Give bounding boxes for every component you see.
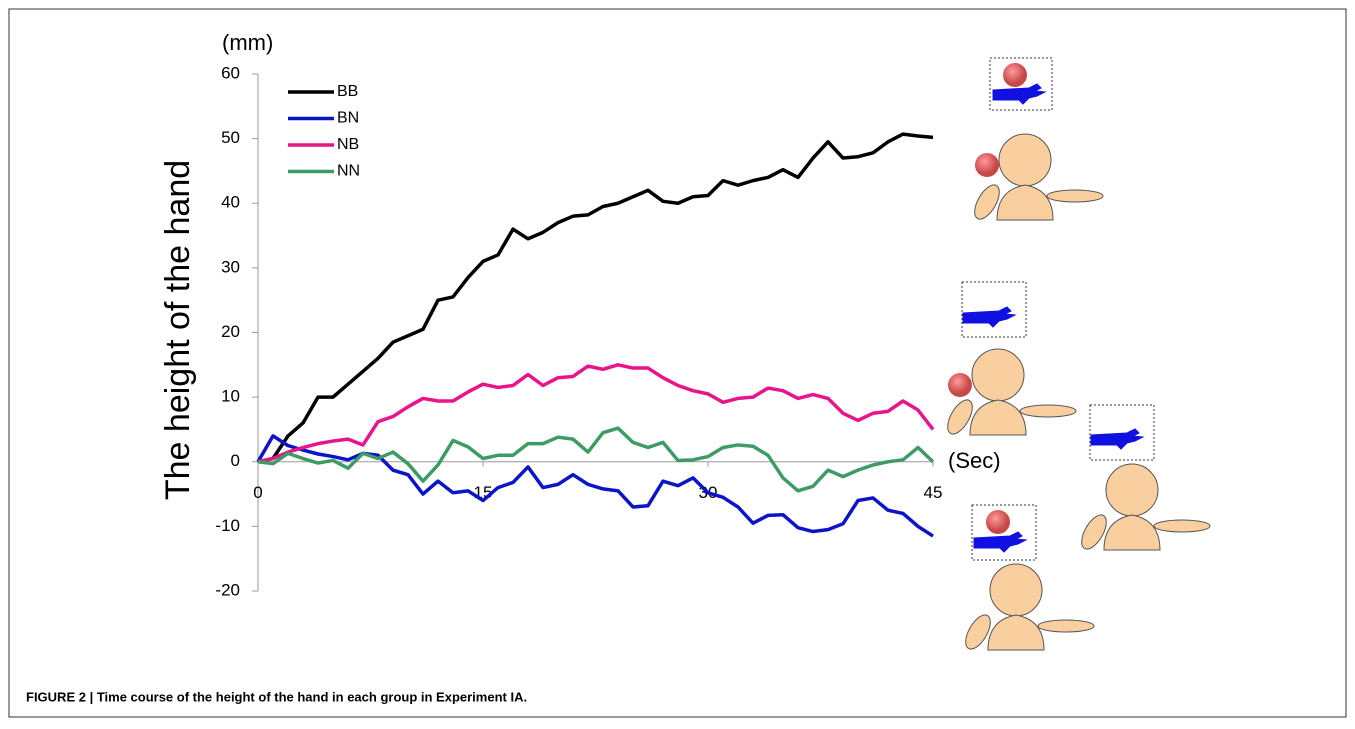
y-axis-label: The height of the hand <box>159 160 197 500</box>
y-tick-label: 20 <box>221 322 240 341</box>
series-line <box>257 363 935 464</box>
frame <box>8 8 1347 718</box>
y-tick-label: -20 <box>215 580 240 599</box>
y-tick-label: -10 <box>215 516 240 535</box>
y-tick-label: 40 <box>221 193 240 212</box>
illustrations <box>942 57 1211 654</box>
caption: FIGURE 2 | Time course of the height of … <box>26 689 527 704</box>
series-line <box>257 132 934 464</box>
legend-label: NN <box>337 163 360 180</box>
y-tick-label: 60 <box>221 63 240 82</box>
y-tick-label: 10 <box>221 387 240 406</box>
x-tick-label: 45 <box>924 483 943 502</box>
x-tick-label: 0 <box>253 483 262 502</box>
y-tick-label: 50 <box>221 128 240 147</box>
x-unit: (Sec) <box>948 448 1001 473</box>
y-tick-label: 30 <box>221 257 240 276</box>
series-line <box>256 434 934 538</box>
y-unit: (mm) <box>222 30 273 55</box>
series-line <box>257 426 935 493</box>
y-tick-label: 0 <box>231 451 240 470</box>
legend-label: NB <box>337 136 359 153</box>
legend-label: BB <box>337 83 358 100</box>
legend-label: BN <box>337 110 359 127</box>
